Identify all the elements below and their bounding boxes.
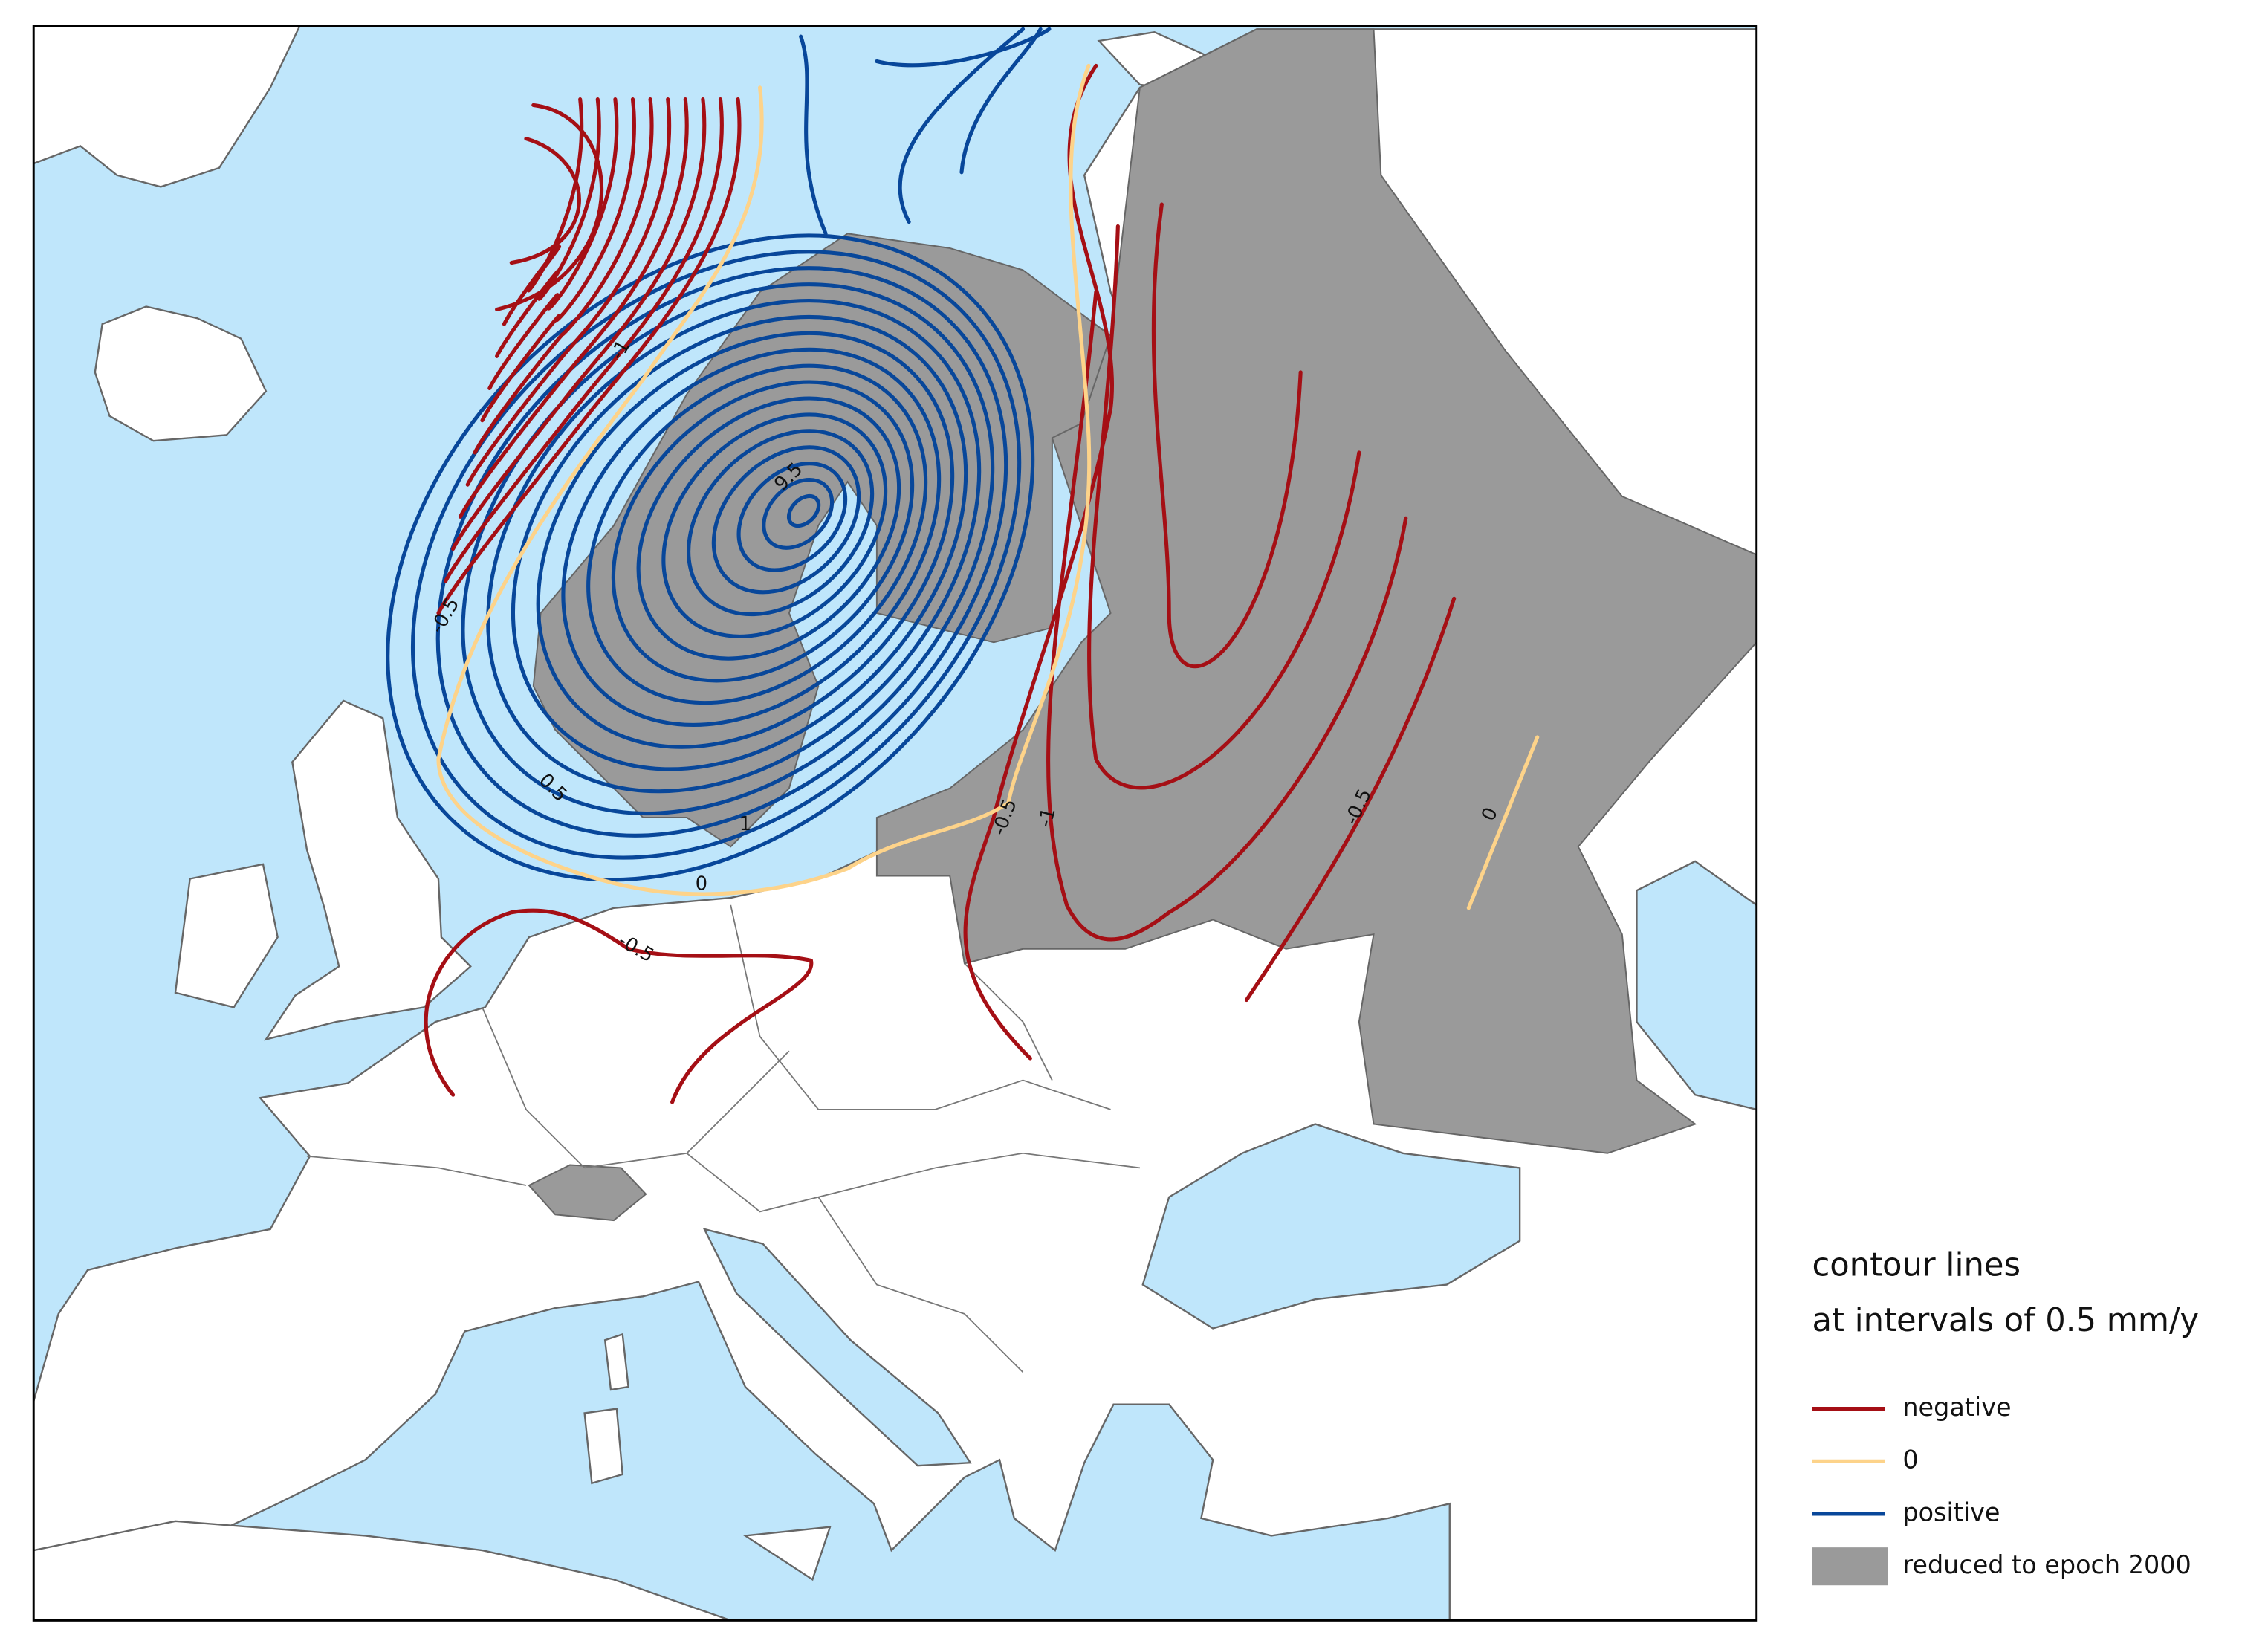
sicily (742, 1526, 832, 1581)
positive-contour (536, 331, 955, 749)
negative-contour (436, 97, 742, 615)
africa (33, 1520, 731, 1622)
corsica (603, 1333, 629, 1391)
positive-contour (687, 429, 875, 617)
negative-contour (509, 137, 581, 265)
map-frame (32, 25, 1758, 1622)
negative-contour (487, 97, 619, 391)
positive-contour (762, 478, 835, 550)
positive-contour (959, 27, 1043, 175)
negative-contour (465, 97, 672, 487)
mediterranean (152, 1281, 1451, 1622)
negative-contour (444, 97, 724, 583)
contour-label: 0 (696, 872, 707, 895)
sardinia (583, 1408, 623, 1485)
zero-contour (436, 63, 1092, 896)
zero-contour (1466, 735, 1540, 910)
negative-contour (458, 97, 689, 519)
negative-contour (963, 63, 1114, 1061)
legend-label: positive (1902, 1498, 2000, 1526)
positive-contour (561, 347, 942, 727)
positive-contour (799, 34, 828, 236)
legend-subtitle: at intervals of 0.5 mm/y (1812, 1302, 2199, 1339)
negative-contour (495, 97, 601, 358)
negative-contour (495, 103, 604, 311)
negative-contour (1151, 202, 1303, 669)
positive-contour (511, 314, 968, 771)
positive-contour (486, 299, 982, 794)
ireland (174, 863, 279, 1008)
adriatic (702, 1228, 972, 1467)
map (33, 25, 1757, 1622)
borders (306, 904, 1140, 1373)
negative-contour (1244, 596, 1457, 1003)
legend-label: 0 (1902, 1445, 1918, 1474)
negative-contour (451, 97, 707, 551)
legend-label: reduced to epoch 2000 (1902, 1550, 2191, 1579)
iceland (94, 305, 268, 442)
positive-contour (711, 445, 861, 595)
legend-label: negative (1902, 1393, 2011, 1422)
negative-contour (473, 97, 654, 455)
positive-contour (611, 380, 915, 683)
black-sea (1141, 1123, 1521, 1330)
positive-contour (636, 396, 901, 661)
positive-contour (435, 266, 1008, 838)
negative-contour (1046, 290, 1408, 942)
contours (386, 27, 1540, 1104)
legend-swatch (1812, 1547, 1888, 1586)
negative-contour (480, 97, 636, 423)
switzerland (528, 1164, 647, 1222)
positive-contour (786, 493, 821, 528)
negative-contour (502, 97, 584, 326)
positive-contour (411, 250, 1022, 860)
legend: contour lines at intervals of 0.5 mm/y n… (1812, 1247, 2199, 1586)
positive-contour (661, 412, 888, 638)
positive-contour (736, 462, 848, 572)
positive-contour (898, 27, 1026, 224)
negative-contour (1087, 224, 1361, 790)
contour-label: 1 (739, 813, 751, 835)
positive-contour (586, 363, 928, 705)
legend-title: contour lines (1812, 1247, 2021, 1284)
negative-contour (424, 908, 814, 1104)
greenland (33, 25, 302, 188)
britain (264, 699, 472, 1041)
